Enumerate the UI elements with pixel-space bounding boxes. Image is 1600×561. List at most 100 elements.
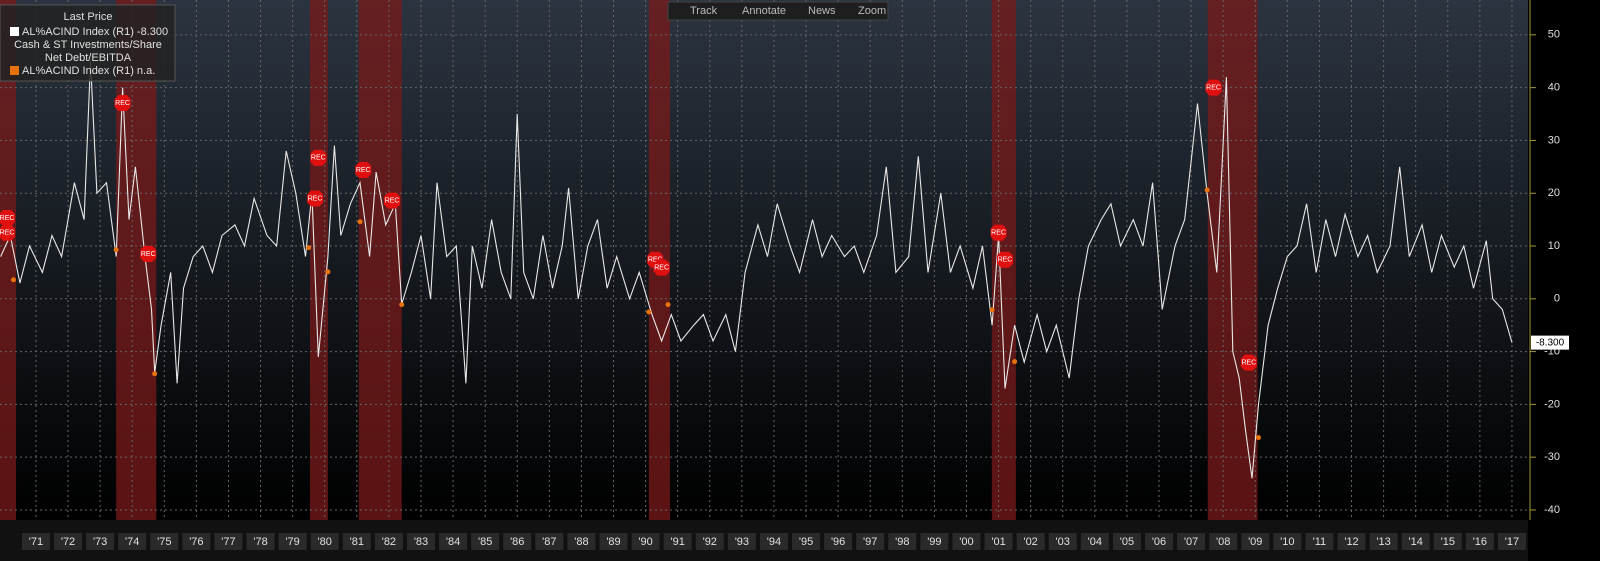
toolbar-button[interactable]: Track — [690, 5, 718, 17]
x-tick-box — [599, 533, 628, 550]
x-tick-label: '13 — [1376, 536, 1390, 548]
point — [1255, 435, 1261, 441]
x-tick-label: '16 — [1473, 536, 1487, 548]
rec-tag — [0, 210, 16, 227]
x-tick-box — [920, 533, 949, 550]
toolbar-button[interactable]: News — [808, 5, 836, 17]
point — [665, 302, 671, 308]
x-tick-label: '93 — [735, 536, 749, 548]
y-tick-label: 0 — [1554, 293, 1560, 305]
y-tick-label: -30 — [1544, 451, 1560, 463]
rec-tag — [1240, 354, 1257, 371]
axis-background — [1528, 0, 1600, 561]
x-tick-label: '89 — [606, 536, 620, 548]
x-tick-label: '14 — [1409, 536, 1423, 548]
point — [113, 247, 119, 253]
y-tick-label: 10 — [1548, 240, 1560, 252]
x-tick-box — [1080, 533, 1109, 550]
legend-label: AL%ACIND Index (R1) -8.300 — [22, 26, 168, 38]
line-series — [0, 61, 1513, 479]
ui: Last Price AL%ACIND Index (R1) -8.300 Ca… — [0, 1, 889, 82]
x-tick-label: '84 — [446, 536, 460, 548]
point — [399, 302, 405, 308]
x-tick-box — [310, 533, 339, 550]
rec-tag — [140, 245, 157, 262]
recession-band — [0, 0, 17, 520]
rec-tag-label: REC — [1206, 84, 1221, 91]
x-tick-label: '91 — [671, 536, 685, 548]
toolbar-button[interactable]: Annotate — [742, 5, 786, 17]
x-tick-box — [1016, 533, 1045, 550]
x-tick-label: '98 — [895, 536, 909, 548]
x-tick-box — [1241, 533, 1270, 550]
x-tick-label: '99 — [927, 536, 941, 548]
x-tick-box — [727, 533, 756, 550]
x-tick-box — [1209, 533, 1238, 550]
x-tick-label: '17 — [1505, 536, 1519, 548]
rec-tag — [990, 224, 1007, 241]
toolbar-button[interactable]: Zoom — [858, 5, 886, 17]
x-tick-box — [1144, 533, 1173, 550]
x-tick-label: '83 — [414, 536, 428, 548]
y-tick-label: 40 — [1548, 82, 1560, 94]
x-tick-box — [278, 533, 307, 550]
x-tick-label: '92 — [703, 536, 717, 548]
point — [306, 245, 312, 251]
rec-tag — [996, 251, 1013, 268]
toolbar — [667, 1, 889, 21]
x-tick-box — [86, 533, 115, 550]
x-tick-box — [888, 533, 917, 550]
point — [1012, 359, 1018, 365]
rec-tag-label: REC — [991, 230, 1006, 237]
point — [325, 269, 331, 275]
x-tick-box — [118, 533, 147, 550]
rec-tag-label: REC — [311, 155, 326, 162]
x-tick-label: '08 — [1216, 536, 1230, 548]
x-tick-box — [535, 533, 564, 550]
x-tick-box — [1337, 533, 1366, 550]
x-tick-box — [503, 533, 532, 550]
x-tick-label: '12 — [1344, 536, 1358, 548]
x-tick-box — [1369, 533, 1398, 550]
x-tick-label: '05 — [1120, 536, 1134, 548]
x-tick-box — [471, 533, 500, 550]
rec-tag-label: REC — [356, 167, 371, 174]
x-tick-label: '75 — [157, 536, 171, 548]
y-tick-label: 30 — [1548, 134, 1560, 146]
legend-name: Cash & ST Investments/Share — [14, 39, 162, 51]
last-value-box — [1531, 335, 1569, 350]
x-tick-box — [1305, 533, 1334, 550]
legend-swatch — [10, 66, 19, 75]
rec-tag-label: REC — [998, 257, 1013, 264]
x-tick-label: '74 — [125, 536, 139, 548]
x-tick-label: '81 — [350, 536, 364, 548]
recession-band — [309, 0, 328, 520]
point — [1204, 187, 1210, 193]
x-tick-label: '87 — [542, 536, 556, 548]
x-tick-box — [182, 533, 211, 550]
x-tick-label: '79 — [285, 536, 299, 548]
x-tick-box — [792, 533, 821, 550]
x-tick-box — [246, 533, 275, 550]
x-tick-label: '86 — [510, 536, 524, 548]
rec-tag — [384, 192, 401, 209]
x-tick-label: '03 — [1056, 536, 1070, 548]
x-tick-label: '96 — [831, 536, 845, 548]
x-tick-box — [1048, 533, 1077, 550]
rec-tag — [0, 224, 16, 241]
y-tick-label: 50 — [1548, 29, 1560, 41]
rec-tag — [114, 94, 131, 111]
point — [646, 309, 652, 315]
x-tick-box — [663, 533, 692, 550]
last-value-label: -8.300 — [1536, 337, 1565, 348]
x-tick-box — [824, 533, 853, 550]
x-tick-label: '85 — [478, 536, 492, 548]
rec-tag-label: REC — [654, 264, 669, 271]
x-tick-label: '01 — [991, 536, 1005, 548]
x-tick-box — [406, 533, 435, 550]
x-tick-label: '07 — [1184, 536, 1198, 548]
x-tick-label: '10 — [1280, 536, 1294, 548]
legend-box — [0, 4, 176, 82]
x-tick-label: '76 — [189, 536, 203, 548]
